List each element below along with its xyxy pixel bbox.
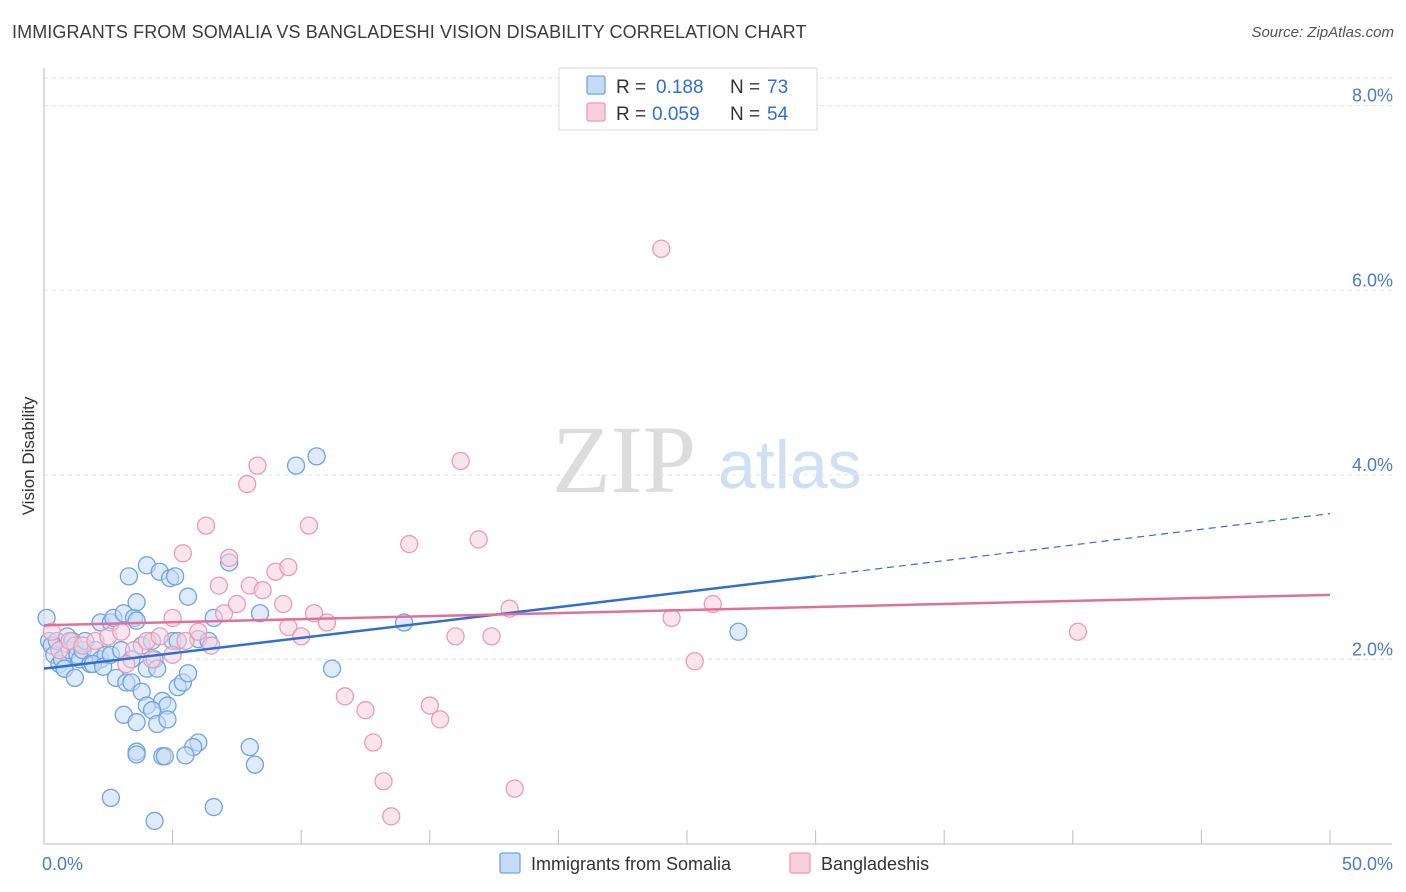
bangladesh-point — [382, 807, 401, 826]
bangladesh-point — [1068, 622, 1088, 641]
y-axis-tick-labels: 2.0% 4.0% 6.0% 8.0% — [1352, 86, 1393, 660]
somalia-point — [286, 456, 306, 475]
watermark-zip: ZIP — [552, 406, 696, 513]
somalia-point — [245, 755, 265, 774]
y-tick-label: 8.0% — [1352, 86, 1393, 106]
bangladesh-point — [279, 557, 298, 577]
bangladesh-point — [248, 456, 267, 475]
bangladesh-point — [317, 613, 337, 632]
somalia-point — [155, 747, 175, 766]
bangladesh-point — [364, 733, 383, 752]
bangladesh-point — [662, 608, 681, 628]
somalia-point — [729, 622, 748, 641]
somalia-point — [307, 447, 326, 466]
bangladesh-point — [238, 474, 257, 494]
somalia-point — [101, 788, 121, 808]
somalia-point — [176, 746, 195, 765]
trend-line-somalia-extension — [815, 513, 1331, 577]
bottom-legend-label-somalia: Immigrants from Somalia — [531, 854, 732, 874]
x-axis-ticks — [172, 830, 1331, 844]
bangladesh-point — [274, 594, 293, 614]
bangladesh-point — [176, 631, 195, 651]
y-tick-label: 6.0% — [1352, 270, 1393, 290]
bangladesh-point — [42, 622, 61, 641]
legend-r-value-bangladesh: 0.059 — [652, 104, 700, 125]
bangladesh-point — [482, 627, 501, 646]
bangladesh-point — [335, 687, 355, 706]
bottom-legend-label-bangladesh: Bangladeshis — [821, 854, 929, 874]
bangladesh-point — [142, 650, 162, 669]
bangladesh-point — [304, 604, 324, 623]
legend-r-label-bangladesh: R = — [616, 104, 646, 125]
bangladesh-point — [374, 772, 393, 791]
chart-title: IMMIGRANTS FROM SOMALIA VS BANGLADESHI V… — [12, 22, 807, 42]
somalia-point — [127, 713, 146, 732]
somalia-point — [119, 567, 139, 586]
x-tick-label-min: 0.0% — [42, 854, 83, 874]
bangladesh-point — [112, 622, 131, 641]
legend-swatch-somalia — [586, 75, 606, 95]
bangladesh-point — [446, 627, 465, 646]
axes — [43, 68, 1392, 845]
trend-line-bangladesh — [43, 593, 1331, 627]
bangladesh-point — [299, 516, 319, 535]
x-tick-label-max: 50.0% — [1342, 854, 1393, 874]
legend-n-value-bangladesh: 54 — [767, 104, 789, 125]
legend-r-label-somalia: R = — [616, 77, 646, 98]
somalia-point — [250, 604, 270, 623]
bangladesh-point — [685, 652, 704, 671]
bangladesh-point — [173, 544, 193, 563]
somalia-point — [178, 587, 198, 606]
gridlines — [44, 77, 1392, 660]
legend-n-label-somalia: N = — [730, 77, 760, 98]
bangladesh-point — [150, 627, 169, 646]
bangladesh-point — [209, 576, 229, 595]
bangladesh-point — [469, 530, 488, 549]
legend-n-value-somalia: 73 — [767, 77, 788, 98]
somalia-point — [65, 668, 85, 688]
bangladesh-point — [505, 779, 524, 798]
bangladesh-point — [420, 696, 439, 715]
bangladesh-point — [189, 622, 208, 641]
somalia-point — [145, 811, 164, 831]
top-legend: R = 0.188 N = 73 R = 0.059 N = 54 — [558, 67, 818, 131]
legend-r-value-somalia: 0.188 — [656, 77, 704, 98]
legend-n-label-bangladesh: N = — [730, 104, 760, 125]
y-axis-label: Vision Disability — [19, 396, 38, 515]
somalia-point — [240, 737, 259, 757]
bottom-legend: Immigrants from Somalia Bangladeshis — [499, 852, 929, 874]
bangladesh-point — [356, 701, 375, 720]
bangladesh-point — [163, 608, 182, 628]
bangladesh-point — [220, 548, 239, 568]
somalia-point — [127, 593, 146, 612]
y-tick-label: 4.0% — [1352, 455, 1393, 475]
bottom-legend-swatch-bangladesh — [789, 852, 811, 874]
bangladesh-point — [451, 451, 470, 471]
trend-line-somalia — [43, 575, 816, 670]
somalia-point — [127, 745, 146, 764]
somalia-point — [166, 567, 185, 586]
somalia-point — [204, 797, 223, 817]
bangladesh-point — [430, 710, 450, 729]
bangladesh-point — [196, 516, 216, 535]
trend-lines — [43, 513, 1331, 670]
watermark-atlas: atlas — [718, 427, 862, 503]
bangladesh-point — [652, 239, 671, 258]
bangladesh-point — [202, 636, 221, 655]
somalia-point — [158, 710, 177, 729]
bottom-legend-swatch-somalia — [499, 852, 521, 874]
somalia-point — [322, 659, 342, 678]
somalia-point — [127, 611, 146, 630]
somalia-point — [178, 664, 198, 683]
y-tick-label: 2.0% — [1352, 639, 1393, 659]
bangladesh-point — [400, 534, 419, 554]
bangladesh-point — [227, 594, 247, 614]
bangladesh-point — [253, 581, 272, 600]
bangladesh-points — [42, 239, 1088, 826]
source-label: Source: ZipAtlas.com — [1251, 24, 1394, 41]
legend-swatch-bangladesh — [586, 102, 606, 122]
